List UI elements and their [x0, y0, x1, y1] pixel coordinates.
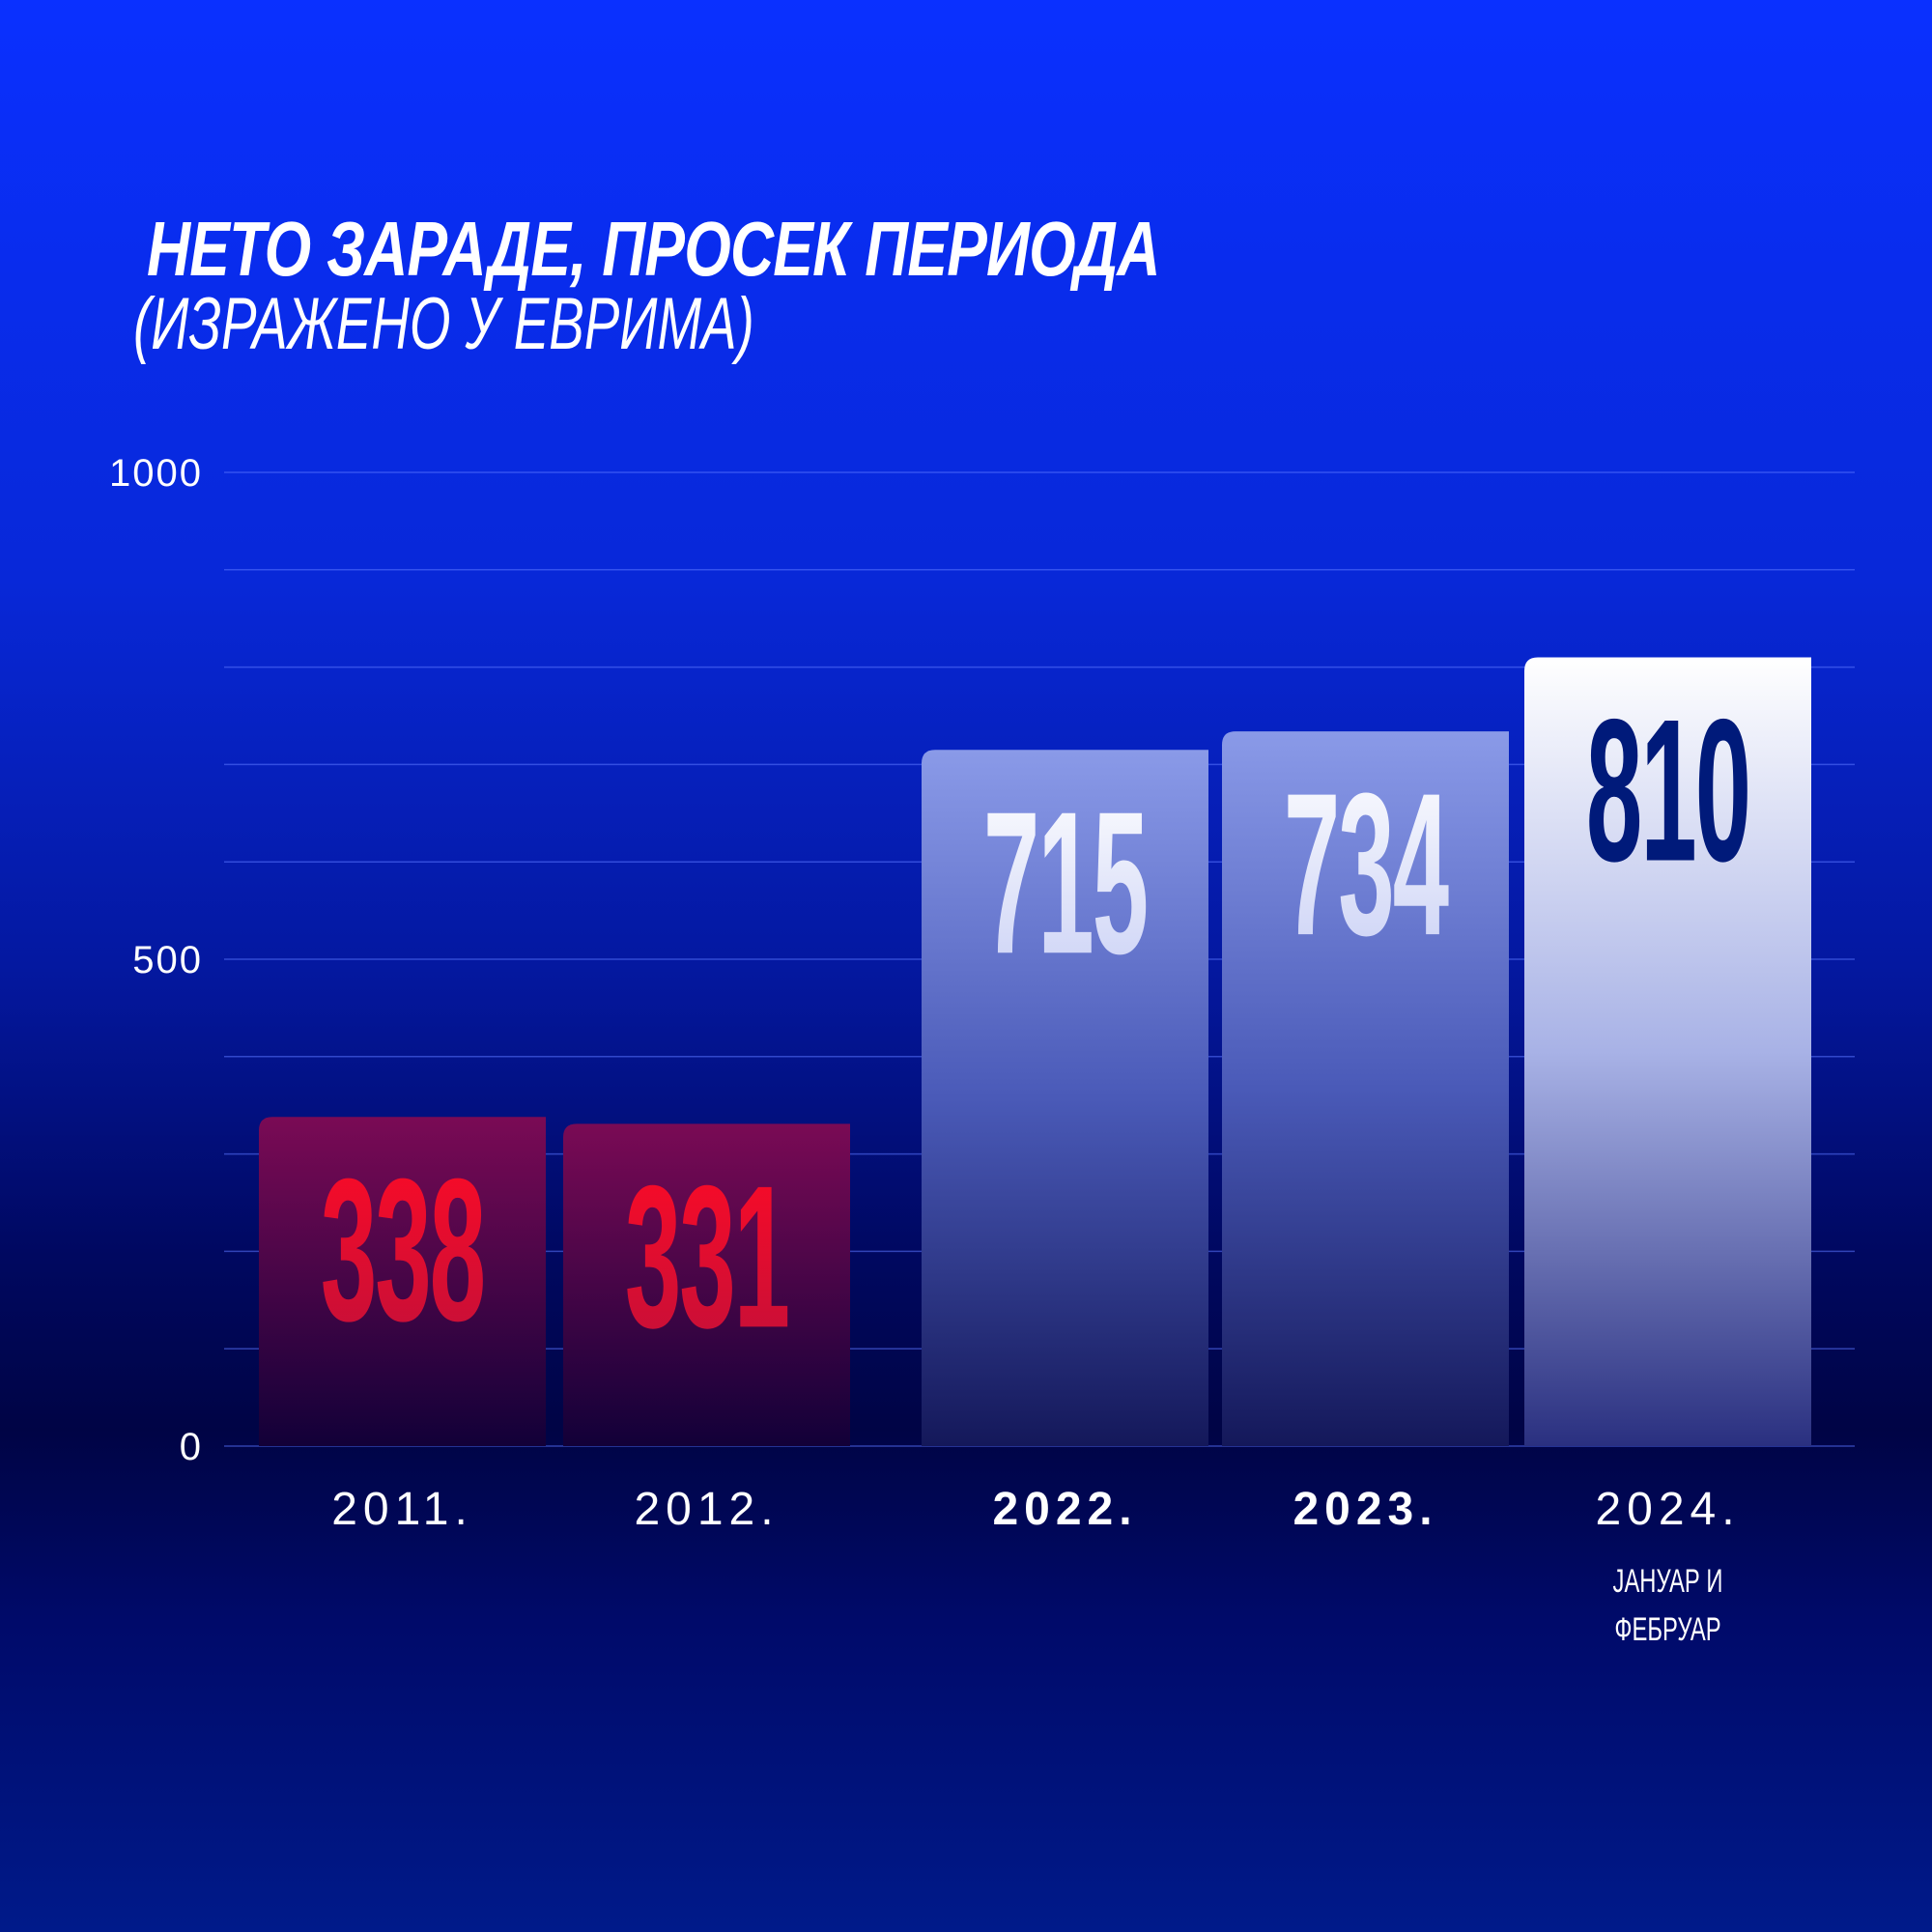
- data-label: 331: [625, 1145, 788, 1371]
- data-label: 810: [1586, 678, 1749, 904]
- x-tick-label: 2012.: [634, 1484, 779, 1535]
- bar: [1222, 731, 1509, 1446]
- x-tick-note: ФЕБРУАР: [1614, 1611, 1720, 1648]
- y-tick-label: 500: [132, 939, 203, 981]
- bar: [563, 1123, 850, 1446]
- chart-subtitle: (ИЗРАЖЕНО У ЕВРИМА): [133, 283, 754, 365]
- bar: [1524, 657, 1811, 1446]
- y-tick-label: 0: [180, 1426, 203, 1468]
- bar: [259, 1117, 546, 1446]
- x-tick-label: 2024.: [1595, 1484, 1740, 1535]
- chart-title: НЕТО ЗАРАДЕ, ПРОСЕК ПЕРИОДА: [147, 206, 1160, 292]
- data-label: 734: [1284, 753, 1449, 979]
- x-tick-label: 2011.: [331, 1484, 473, 1535]
- x-tick-label: 2023.: [1293, 1484, 1437, 1535]
- data-label: 338: [321, 1138, 484, 1364]
- x-tick-note: ЈАНУАР И: [1613, 1563, 1723, 1600]
- data-label: 715: [983, 771, 1147, 997]
- y-tick-label: 1000: [109, 452, 203, 495]
- x-tick-label: 2022.: [992, 1484, 1137, 1535]
- bar: [922, 750, 1208, 1446]
